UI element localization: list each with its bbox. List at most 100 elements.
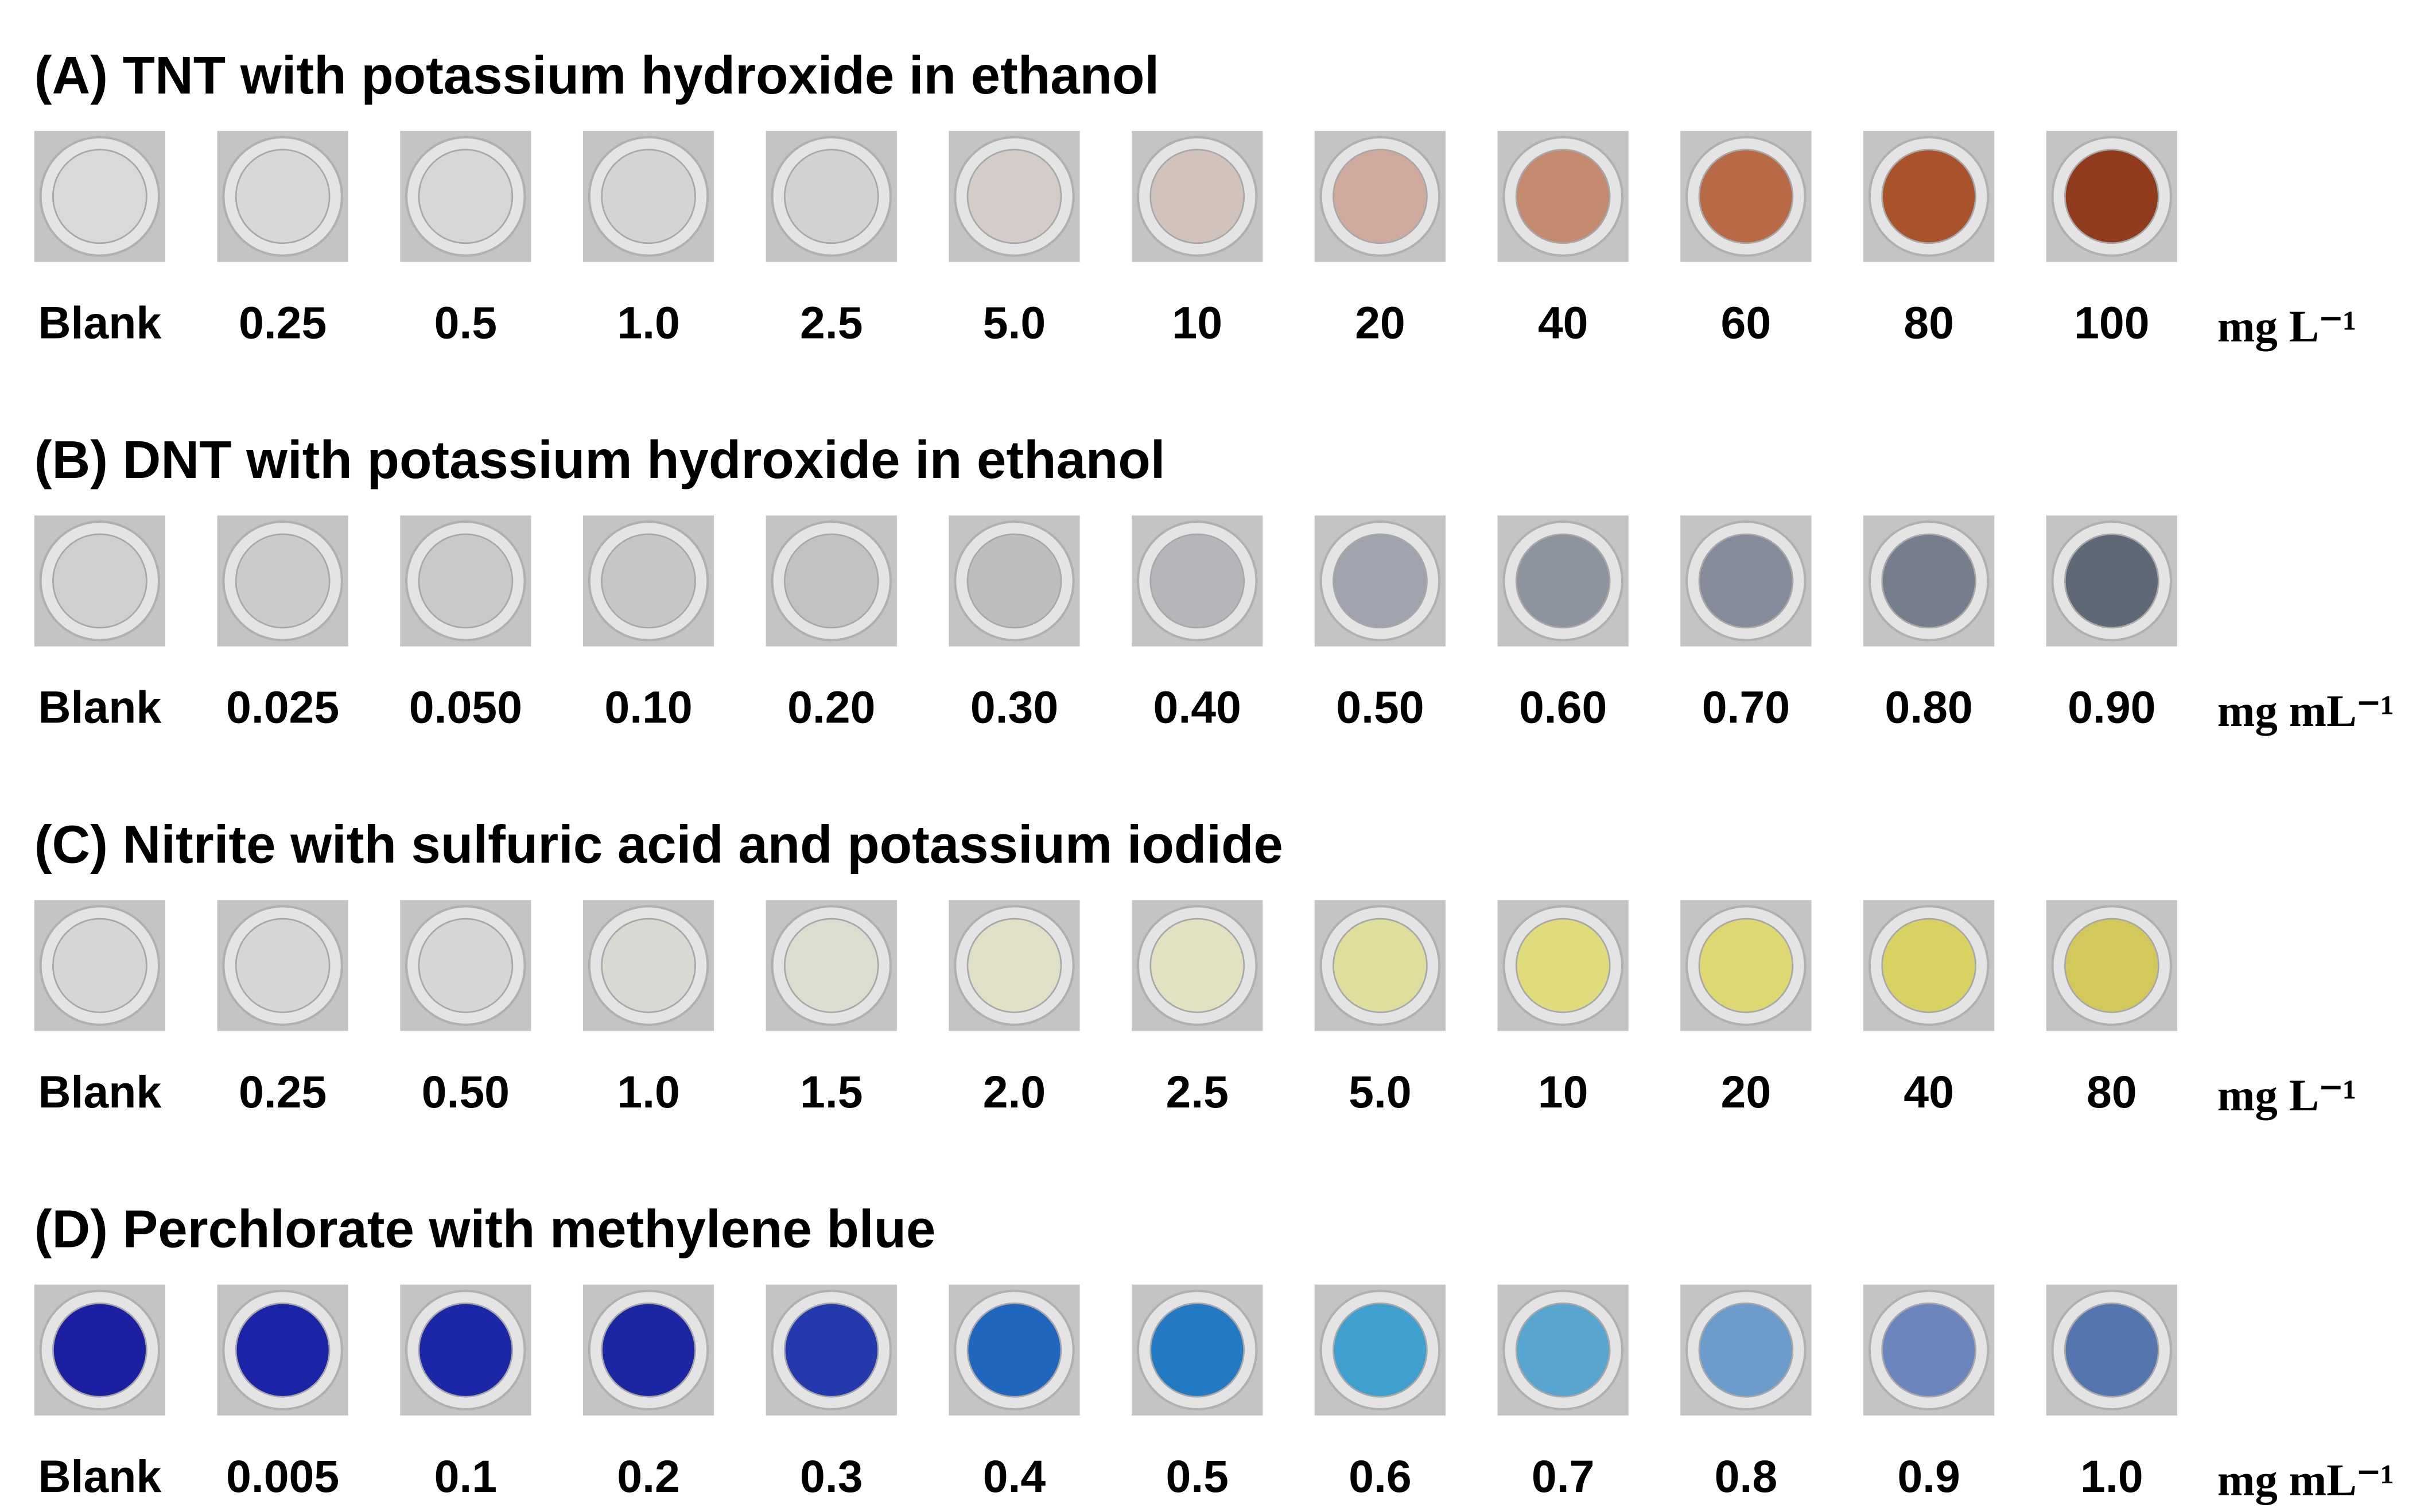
concentration-label: 80 xyxy=(1904,297,1954,348)
well-sample xyxy=(966,149,1062,244)
concentration-label: 0.20 xyxy=(787,682,875,733)
well xyxy=(949,1284,1080,1416)
well-sample xyxy=(235,1302,331,1398)
concentration-label: 0.90 xyxy=(2068,682,2155,733)
concentration-label: 40 xyxy=(1538,297,1588,348)
well-sample xyxy=(966,918,1062,1013)
panel-title: (A) TNT with potassium hydroxide in etha… xyxy=(34,45,1159,105)
well-sample xyxy=(1698,918,1794,1013)
concentration-label: 0.9 xyxy=(1897,1451,1960,1502)
concentration-label: Blank xyxy=(38,1067,162,1117)
well-sample xyxy=(1881,149,1976,244)
well xyxy=(1680,131,1812,262)
well xyxy=(582,1284,714,1416)
well xyxy=(217,1284,348,1416)
well-sample xyxy=(1149,1302,1245,1398)
concentration-label: 2.5 xyxy=(1166,1067,1229,1117)
well-sample xyxy=(2064,149,2159,244)
concentration-label: 20 xyxy=(1721,1067,1772,1117)
concentration-label: 0.7 xyxy=(1532,1451,1595,1502)
well xyxy=(1497,131,1629,262)
well-sample xyxy=(235,149,331,244)
concentration-label: 0.005 xyxy=(226,1451,339,1502)
panel-title: (C) Nitrite with sulfuric acid and potas… xyxy=(34,814,1283,874)
well xyxy=(1132,1284,1263,1416)
well xyxy=(1314,900,1446,1031)
well xyxy=(766,515,897,647)
well xyxy=(34,515,166,647)
concentration-label: 5.0 xyxy=(983,297,1046,348)
well-sample xyxy=(601,918,696,1013)
well xyxy=(217,515,348,647)
concentration-label: 0.50 xyxy=(1336,682,1424,733)
well xyxy=(582,515,714,647)
concentration-label: Blank xyxy=(38,1451,162,1502)
well xyxy=(400,131,531,262)
concentration-label: 0.10 xyxy=(604,682,692,733)
well-sample xyxy=(52,1302,147,1398)
well-sample xyxy=(783,533,879,629)
well-sample xyxy=(52,533,147,629)
well-sample xyxy=(1515,149,1611,244)
well-sample xyxy=(418,918,514,1013)
well-sample xyxy=(1698,1302,1794,1398)
concentration-label: 0.70 xyxy=(1702,682,1790,733)
concentration-label: 80 xyxy=(2087,1067,2137,1117)
concentration-label: 1.0 xyxy=(2080,1451,2143,1502)
well xyxy=(1132,900,1263,1031)
well-sample xyxy=(601,149,696,244)
concentration-label: 20 xyxy=(1355,297,1405,348)
well xyxy=(1680,1284,1812,1416)
well-sample xyxy=(1333,149,1428,244)
concentration-label: 0.30 xyxy=(970,682,1058,733)
well-sample xyxy=(1149,918,1245,1013)
unit-label: mg L⁻¹ xyxy=(2217,302,2356,352)
well-sample xyxy=(1333,533,1428,629)
well-sample xyxy=(1333,918,1428,1013)
well-sample xyxy=(1149,149,1245,244)
concentration-label: 2.0 xyxy=(983,1067,1046,1117)
concentration-label: 0.8 xyxy=(1715,1451,1778,1502)
unit-label: mg L⁻¹ xyxy=(2217,1071,2356,1121)
well-sample xyxy=(52,149,147,244)
well-sample xyxy=(966,1302,1062,1398)
concentration-label: 0.5 xyxy=(434,297,498,348)
concentration-label: 60 xyxy=(1721,297,1772,348)
concentration-label: Blank xyxy=(38,682,162,733)
well-sample xyxy=(783,1302,879,1398)
well-sample xyxy=(1515,533,1611,629)
well xyxy=(2046,515,2177,647)
well xyxy=(766,131,897,262)
well-sample xyxy=(1881,918,1976,1013)
concentration-label: 0.25 xyxy=(239,1067,327,1117)
well xyxy=(400,900,531,1031)
concentration-label: 10 xyxy=(1172,297,1222,348)
well-sample xyxy=(783,149,879,244)
well xyxy=(1132,131,1263,262)
well xyxy=(1132,515,1263,647)
concentration-label: 0.60 xyxy=(1519,682,1607,733)
concentration-label: 0.6 xyxy=(1349,1451,1412,1502)
concentration-label: 40 xyxy=(1904,1067,1954,1117)
well xyxy=(1863,1284,1995,1416)
concentration-label: 100 xyxy=(2074,297,2149,348)
concentration-label: 0.3 xyxy=(800,1451,863,1502)
concentration-label: 0.025 xyxy=(226,682,339,733)
concentration-label: 0.050 xyxy=(409,682,522,733)
well xyxy=(1314,515,1446,647)
well xyxy=(34,131,166,262)
well xyxy=(766,900,897,1031)
well-sample xyxy=(1515,918,1611,1013)
well xyxy=(1863,900,1995,1031)
concentration-label: 0.2 xyxy=(617,1451,680,1502)
well xyxy=(2046,131,2177,262)
well xyxy=(1497,900,1629,1031)
concentration-label: 0.40 xyxy=(1153,682,1241,733)
well-sample xyxy=(418,149,514,244)
concentration-label: 0.25 xyxy=(239,297,327,348)
well xyxy=(1497,1284,1629,1416)
well xyxy=(217,900,348,1031)
well xyxy=(949,515,1080,647)
